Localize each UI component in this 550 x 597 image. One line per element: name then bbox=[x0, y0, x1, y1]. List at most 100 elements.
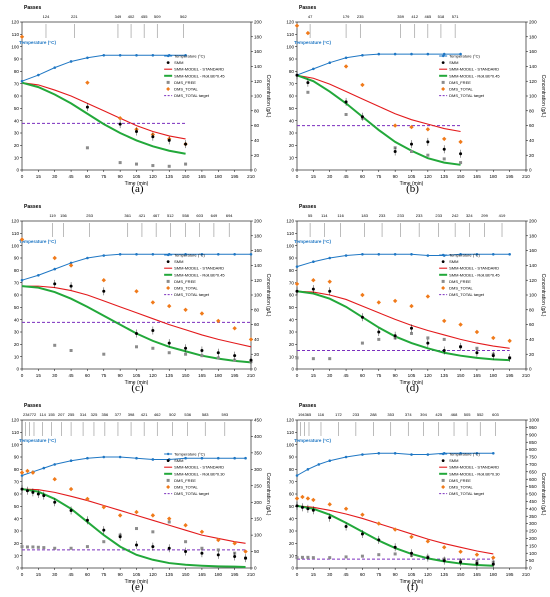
pass-number: 242 bbox=[452, 213, 459, 218]
y-tick-label: 100 bbox=[286, 442, 294, 447]
y-tick-label: 10 bbox=[14, 155, 20, 160]
y2-tick-label: 20 bbox=[529, 352, 535, 357]
y2-tick-label: 120 bbox=[529, 79, 537, 84]
series-smm-model-roll bbox=[296, 290, 510, 362]
dms-free-point bbox=[426, 153, 430, 157]
x-tick-label: 0 bbox=[21, 174, 24, 179]
dms-total-point bbox=[343, 64, 349, 69]
pass-number: 325 bbox=[91, 412, 98, 417]
smm-point bbox=[426, 341, 430, 345]
y-tick-label: 60 bbox=[14, 492, 20, 497]
legend-swatch bbox=[441, 485, 446, 489]
legend-label: Temperature (°C) bbox=[174, 253, 205, 258]
legend-label: DMS_TOTAL target bbox=[449, 93, 485, 98]
temperature-point bbox=[42, 466, 46, 470]
y2-axis-label: Concentration (g/L) bbox=[540, 473, 546, 516]
temperature-point bbox=[344, 455, 348, 459]
dms-free-point bbox=[360, 341, 364, 345]
y-tick-label: 20 bbox=[289, 541, 295, 546]
dms-free-point bbox=[216, 356, 220, 360]
y-tick-label: 120 bbox=[11, 418, 19, 423]
chart-panel-5: 0 15 30 45 60 75 90 105 120 135 150 165 180 195 210010… bbox=[11, 403, 271, 593]
dms-free-point bbox=[306, 555, 310, 559]
y-tick-label: 20 bbox=[14, 541, 20, 546]
pass-number: 558 bbox=[182, 213, 189, 218]
x-tick-label: 210 bbox=[522, 373, 530, 378]
smm-point bbox=[135, 543, 138, 547]
pass-number: 55 bbox=[308, 213, 313, 218]
dms-total-point bbox=[491, 555, 496, 560]
y-tick-label: 90 bbox=[289, 57, 295, 62]
pass-number: 235 bbox=[357, 14, 364, 19]
x-tick-label: 75 bbox=[376, 373, 382, 378]
x-tick-label: 165 bbox=[198, 174, 206, 179]
smm-point bbox=[410, 551, 413, 555]
smm-point bbox=[151, 135, 155, 139]
legend-label: DMS_FREE bbox=[174, 80, 196, 85]
smm-point bbox=[151, 545, 155, 549]
x-tick-label: 150 bbox=[182, 373, 190, 378]
y-tick-label: 50 bbox=[14, 504, 20, 509]
dms-total-point bbox=[442, 136, 447, 142]
smm-point bbox=[69, 284, 73, 288]
temperature-point bbox=[184, 54, 187, 57]
smm-point bbox=[328, 516, 332, 520]
smm-point bbox=[216, 351, 220, 355]
pass-number: 23 bbox=[23, 412, 28, 417]
temperature-point bbox=[426, 52, 430, 56]
legend-swatch bbox=[166, 478, 170, 482]
legend-label: SMM-MODEL - STANDARD bbox=[449, 266, 499, 271]
dms-free-point bbox=[184, 352, 188, 356]
smm-point bbox=[410, 326, 413, 330]
y-tick-label: 10 bbox=[289, 354, 295, 359]
legend-label: Temperature (°C) bbox=[174, 54, 205, 59]
legend-swatch-marker bbox=[441, 452, 445, 456]
panel-caption: (c) bbox=[131, 382, 144, 394]
temperature-point bbox=[69, 261, 73, 265]
temperature-point bbox=[216, 456, 220, 460]
legend-label: Temperature (°C) bbox=[449, 253, 480, 258]
y-tick-label: 100 bbox=[11, 442, 19, 447]
x-tick-label: 60 bbox=[85, 373, 91, 378]
y-tick-label: 120 bbox=[286, 219, 294, 224]
pass-number: 412 bbox=[411, 14, 418, 19]
y-axis-label: Temperature (°C) bbox=[19, 438, 56, 443]
smm-point bbox=[426, 556, 430, 560]
temperature-point bbox=[118, 253, 122, 256]
smm-point bbox=[475, 351, 479, 355]
pass-number: 694 bbox=[226, 213, 233, 218]
temperature-point bbox=[244, 456, 247, 460]
pass-number: 19 bbox=[298, 412, 303, 417]
series-temperature bbox=[296, 253, 510, 268]
x-axis-label: Time (min) bbox=[125, 181, 149, 187]
pass-number: 353 bbox=[387, 412, 394, 417]
pass-number: 502 bbox=[169, 412, 176, 417]
temperature-point bbox=[459, 253, 462, 256]
legend-label: SMM-MODEL - Roll.Bb*0.30 bbox=[174, 471, 225, 476]
y-tick-label: 110 bbox=[287, 32, 295, 37]
x-tick-label: 45 bbox=[344, 373, 350, 378]
dms-free-point bbox=[216, 548, 220, 552]
legend-label: SMM-MODEL - Roll.Bb*0.45 bbox=[449, 272, 500, 277]
y2-tick-label: 100 bbox=[254, 533, 262, 538]
smm-point bbox=[459, 152, 463, 156]
dms-total-point bbox=[294, 23, 300, 28]
temperature-point bbox=[410, 52, 413, 56]
pass-number: 536 bbox=[184, 412, 191, 417]
legend-swatch bbox=[441, 286, 446, 290]
legend-label: DMS_TOTAL bbox=[174, 286, 198, 291]
y2-tick-label: 200 bbox=[254, 219, 262, 224]
dms-total-point bbox=[167, 303, 172, 309]
x-axis-label: Time (min) bbox=[125, 579, 149, 585]
y2-tick-label: 160 bbox=[254, 49, 262, 54]
pass-number: 72 bbox=[32, 412, 37, 417]
x-tick-label: 150 bbox=[182, 174, 190, 179]
pass-number: 124 bbox=[43, 14, 50, 19]
smm-point bbox=[459, 345, 463, 349]
legend-swatch bbox=[441, 279, 445, 283]
passes-label: Passes bbox=[24, 5, 41, 11]
pass-number: 299 bbox=[481, 213, 488, 218]
series-smm-model-roll bbox=[21, 81, 186, 155]
dms-total-point bbox=[117, 116, 123, 121]
series-smm-model-standard bbox=[296, 74, 461, 133]
